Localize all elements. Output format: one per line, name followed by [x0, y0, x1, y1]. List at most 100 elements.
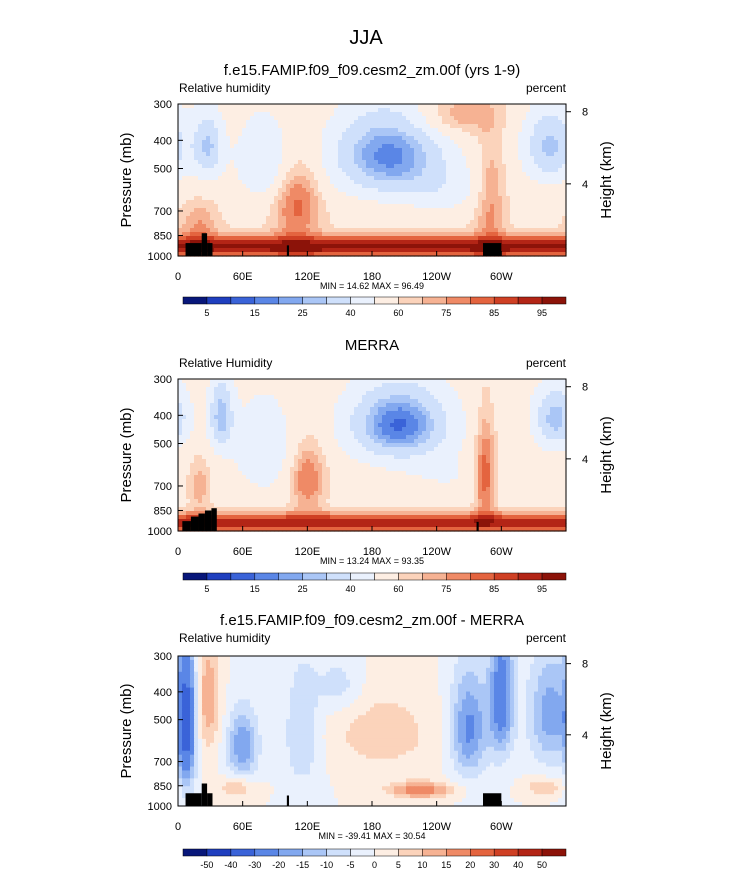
- x-tick-label: 60E: [233, 271, 253, 283]
- variable-label: Relative Humidity: [179, 356, 272, 370]
- colorbar-swatch: [422, 848, 447, 857]
- colorbar-label: 95: [537, 308, 547, 318]
- min-max-stats: MIN = 13.24 MAX = 93.35: [320, 556, 424, 566]
- right-tick-label: 4: [582, 179, 588, 191]
- x-tick-label: 120E: [294, 546, 320, 558]
- colorbar-label: 20: [465, 860, 475, 870]
- topography-mask: [185, 233, 502, 256]
- x-tick-label: 120W: [422, 271, 451, 283]
- colorbar-label: -10: [320, 860, 333, 870]
- x-tick-label: 180: [363, 546, 381, 558]
- colorbar-swatch: [517, 296, 543, 305]
- colorbar-label: 25: [298, 584, 308, 594]
- colorbar-label: -50: [200, 860, 213, 870]
- colorbar-label: -30: [248, 860, 261, 870]
- contour-field: [178, 104, 567, 257]
- colorbar-swatch: [493, 848, 519, 857]
- y-tick-label: 1000: [148, 526, 172, 538]
- x-tick-label: 120E: [294, 271, 320, 283]
- topography-mask: [185, 783, 502, 806]
- colorbar-swatch: [541, 572, 567, 581]
- colorbar-swatch: [182, 572, 208, 581]
- x-tick-label: 120W: [422, 546, 451, 558]
- colorbar-label: 50: [537, 860, 547, 870]
- colorbar-swatch: [302, 296, 327, 305]
- colorbar-swatch: [182, 848, 208, 857]
- y-tick-label: 300: [154, 374, 172, 386]
- x-tick-label: 60W: [490, 821, 513, 833]
- colorbar-swatch: [398, 572, 423, 581]
- page-title: JJA: [349, 27, 383, 49]
- x-tick-label: 0: [175, 821, 181, 833]
- right-tick-label: 4: [582, 454, 588, 466]
- colorbar-swatch: [230, 572, 256, 581]
- y-tick-label: 400: [154, 410, 172, 422]
- right-axis-label: Height (km): [598, 141, 615, 219]
- colorbar-swatch: [350, 296, 375, 305]
- y-tick-label: 400: [154, 135, 172, 147]
- chart-panel-3: f.e15.FAMIP.f09_f09.cesm2_zm.00f - MERRA…: [118, 612, 615, 870]
- colorbar-label: 0: [372, 860, 377, 870]
- colorbar-swatch: [206, 572, 232, 581]
- colorbar-label: 30: [489, 860, 499, 870]
- colorbar-label: -15: [296, 860, 309, 870]
- units-label: percent: [526, 81, 567, 95]
- y-tick-label: 850: [154, 230, 172, 242]
- colorbar-swatch: [206, 296, 232, 305]
- right-tick-label: 4: [582, 730, 588, 742]
- y-tick-label: 500: [154, 163, 172, 175]
- colorbar-label: 40: [346, 308, 356, 318]
- y-tick-label: 400: [154, 687, 172, 699]
- colorbar-label: 5: [204, 308, 209, 318]
- x-tick-label: 0: [175, 271, 181, 283]
- colorbar-swatch: [374, 296, 399, 305]
- colorbar-label: 15: [250, 308, 260, 318]
- colorbar-swatch: [182, 296, 208, 305]
- x-tick-label: 60E: [233, 546, 253, 558]
- colorbar: -50 -40 -30 -20 -15 -10 -5 0 5 10 15 20 30 40 50: [182, 848, 567, 870]
- colorbar-swatch: [326, 296, 351, 305]
- colorbar-swatch: [446, 572, 471, 581]
- colorbar-swatch: [446, 848, 471, 857]
- colorbar-swatch: [374, 572, 399, 581]
- colorbar-swatch: [254, 296, 279, 305]
- colorbar-swatch: [470, 296, 495, 305]
- colorbar-label: 5: [204, 584, 209, 594]
- colorbar-label: -5: [347, 860, 355, 870]
- colorbar-label: 5: [396, 860, 401, 870]
- panel-title: f.e15.FAMIP.f09_f09.cesm2_zm.00f - MERRA: [220, 612, 524, 629]
- x-tick-label: 120E: [294, 821, 320, 833]
- colorbar-swatch: [278, 296, 303, 305]
- min-max-stats: MIN = 14.62 MAX = 96.49: [320, 281, 424, 291]
- topography-mask: [182, 508, 479, 531]
- colorbar-swatch: [493, 296, 519, 305]
- min-max-stats: MIN = -39.41 MAX = 30.54: [318, 831, 425, 841]
- colorbar-label: 75: [441, 308, 451, 318]
- colorbar-swatch: [278, 848, 303, 857]
- colorbar-label: 60: [393, 584, 403, 594]
- units-label: percent: [526, 631, 567, 645]
- colorbar-swatch: [350, 572, 375, 581]
- y-tick-label: 700: [154, 206, 172, 218]
- y-axis-label: Pressure (mb): [118, 407, 135, 502]
- colorbar-swatch: [422, 572, 447, 581]
- colorbar-swatch: [446, 296, 471, 305]
- colorbar-swatch: [206, 848, 232, 857]
- colorbar-label: 15: [441, 860, 451, 870]
- x-tick-label: 60E: [233, 821, 253, 833]
- x-tick-label: 60W: [490, 546, 513, 558]
- panel-title: f.e15.FAMIP.f09_f09.cesm2_zm.00f (yrs 1-…: [224, 62, 521, 79]
- colorbar-swatch: [470, 572, 495, 581]
- colorbar-label: -20: [272, 860, 285, 870]
- variable-label: Relative humidity: [179, 631, 270, 645]
- right-tick-label: 8: [582, 659, 588, 671]
- contour-field: [178, 656, 567, 807]
- colorbar-swatch: [517, 848, 543, 857]
- colorbar: 5 15 25 40 60 75 85 95: [182, 296, 567, 318]
- colorbar-swatch: [254, 848, 279, 857]
- colorbar-swatch: [326, 572, 351, 581]
- colorbar-swatch: [302, 848, 327, 857]
- colorbar-label: 60: [393, 308, 403, 318]
